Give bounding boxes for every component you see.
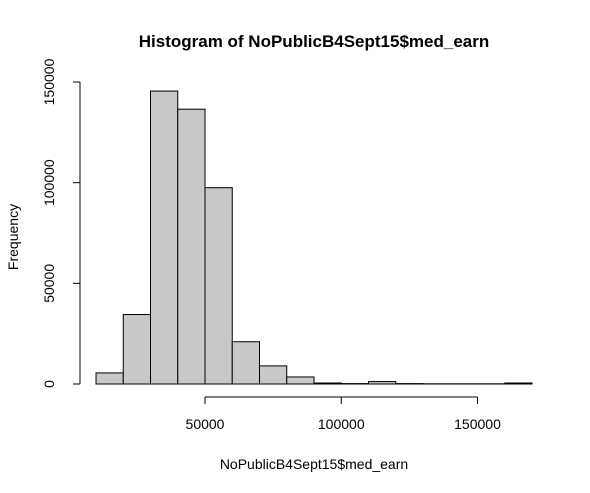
y-tick-label: 0: [41, 380, 57, 388]
bars-group: [96, 91, 532, 384]
y-tick-label: 100000: [41, 159, 57, 206]
x-tick-label: 150000: [454, 416, 501, 432]
histogram-bar: [205, 188, 232, 384]
histogram-bar: [123, 315, 150, 384]
y-axis-label: Frequency: [5, 204, 21, 270]
histogram-bar: [369, 382, 396, 384]
histogram-bar: [314, 383, 341, 384]
y-tick-label: 50000: [41, 264, 57, 303]
histogram-bar: [287, 377, 314, 384]
x-tick-label: 50000: [186, 416, 225, 432]
y-tick-label: 150000: [41, 58, 57, 105]
histogram-bar: [178, 109, 205, 384]
histogram-bar: [505, 383, 532, 384]
x-tick-label: 100000: [318, 416, 365, 432]
x-axis-label: NoPublicB4Sept15$med_earn: [220, 456, 408, 472]
histogram-bar: [151, 91, 178, 384]
x-axis: 50000 100000 150000: [186, 397, 502, 432]
histogram-bar: [96, 373, 123, 384]
histogram-bar: [260, 366, 287, 384]
histogram-bar: [232, 342, 259, 384]
y-axis: 0 50000 100000 150000: [41, 58, 80, 387]
chart-title: Histogram of NoPublicB4Sept15$med_earn: [139, 32, 489, 51]
